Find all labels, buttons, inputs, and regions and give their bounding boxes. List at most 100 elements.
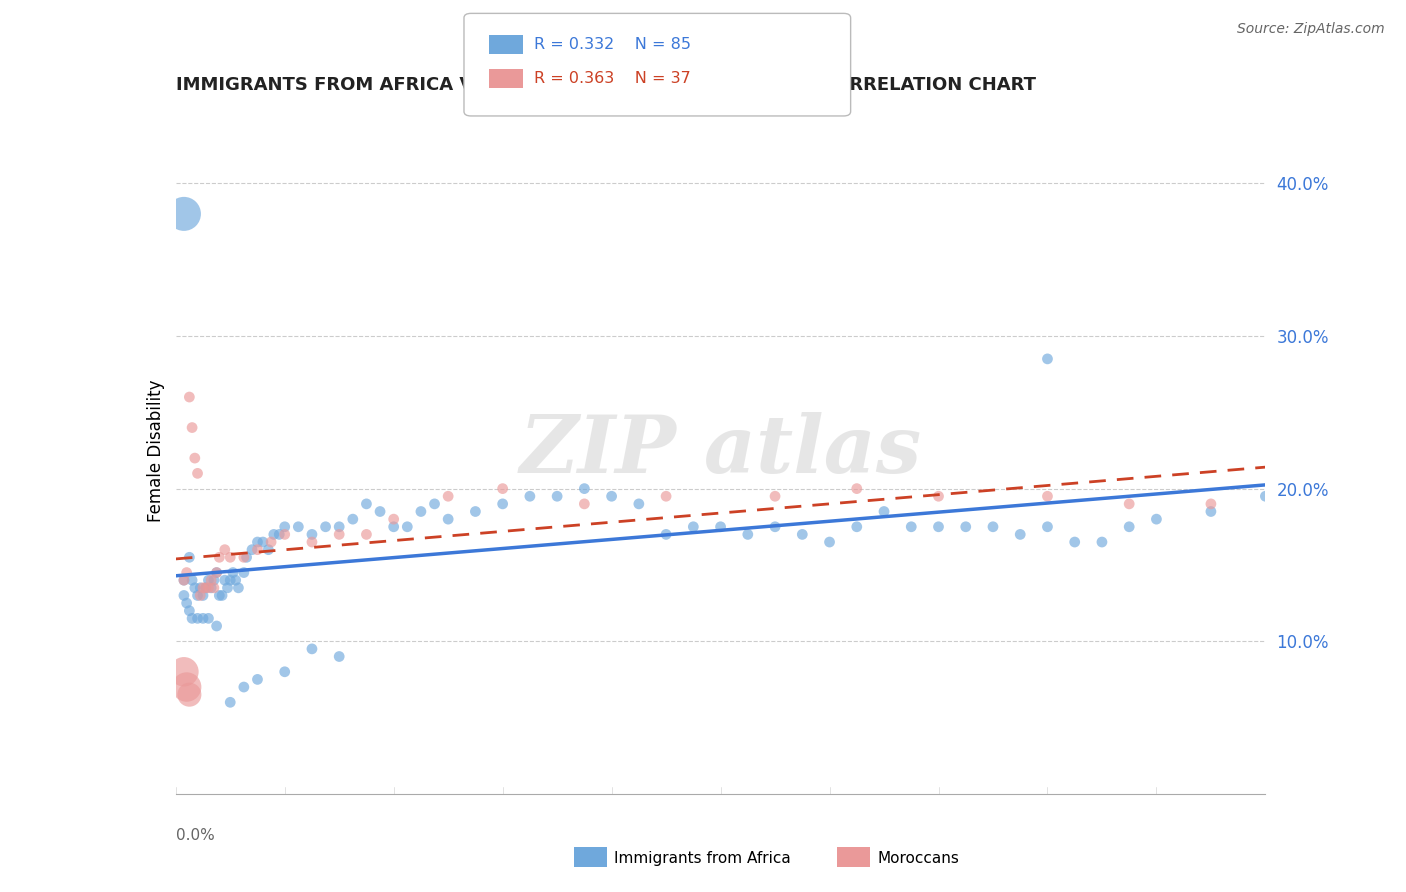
Point — [235, 550, 257, 565]
Point — [194, 581, 217, 595]
Point — [382, 520, 405, 534]
Point — [763, 520, 786, 534]
Point — [1254, 489, 1277, 503]
Point — [328, 527, 350, 541]
Point — [179, 604, 201, 618]
Point — [179, 550, 201, 565]
Point — [1118, 497, 1140, 511]
Point — [274, 665, 297, 679]
Point — [179, 390, 201, 404]
Point — [211, 589, 233, 603]
Text: Moroccans: Moroccans — [877, 851, 959, 865]
Point — [197, 581, 219, 595]
Point — [845, 482, 868, 496]
Point — [464, 504, 486, 518]
Point — [186, 611, 209, 625]
Point — [301, 535, 323, 549]
Point — [260, 535, 283, 549]
Point — [205, 566, 228, 580]
Point — [315, 520, 337, 534]
Point — [232, 680, 254, 694]
Point — [301, 641, 323, 656]
Point — [655, 527, 678, 541]
Point — [232, 550, 254, 565]
Point — [191, 581, 214, 595]
Point — [301, 527, 323, 541]
Text: R = 0.363    N = 37: R = 0.363 N = 37 — [534, 71, 690, 86]
Point — [240, 542, 263, 557]
Point — [492, 497, 515, 511]
Point — [181, 573, 204, 587]
Point — [191, 611, 214, 625]
Point — [655, 489, 678, 503]
Point — [181, 611, 204, 625]
Point — [188, 581, 211, 595]
Point — [188, 589, 211, 603]
Point — [246, 535, 269, 549]
Point — [1063, 535, 1085, 549]
Point — [246, 673, 269, 687]
Point — [197, 573, 219, 587]
Point — [600, 489, 623, 503]
Text: Source: ZipAtlas.com: Source: ZipAtlas.com — [1237, 22, 1385, 37]
Point — [437, 512, 460, 526]
Point — [737, 527, 759, 541]
Point — [252, 535, 274, 549]
Point — [173, 207, 195, 221]
Point — [208, 550, 231, 565]
Point — [328, 649, 350, 664]
Point — [219, 550, 242, 565]
Point — [228, 581, 250, 595]
Point — [173, 589, 195, 603]
Point — [222, 566, 245, 580]
Point — [1199, 497, 1222, 511]
Point — [217, 581, 239, 595]
Point — [205, 566, 228, 580]
Point — [627, 497, 650, 511]
Point — [197, 611, 219, 625]
Point — [219, 573, 242, 587]
Point — [356, 497, 378, 511]
Point — [200, 573, 222, 587]
Point — [546, 489, 568, 503]
Point — [214, 573, 236, 587]
Point — [792, 527, 814, 541]
Point — [763, 489, 786, 503]
Point — [382, 512, 405, 526]
Point — [202, 581, 225, 595]
Point — [186, 467, 209, 481]
Point — [176, 566, 198, 580]
Point — [574, 482, 596, 496]
Point — [181, 420, 204, 434]
Point — [1036, 351, 1059, 366]
Point — [1036, 489, 1059, 503]
Point — [202, 573, 225, 587]
Point — [263, 527, 285, 541]
Point — [981, 520, 1004, 534]
Point — [437, 489, 460, 503]
Point — [356, 527, 378, 541]
Point — [176, 680, 198, 694]
Point — [519, 489, 541, 503]
Point — [409, 504, 432, 518]
Point — [179, 688, 201, 702]
Point — [184, 451, 207, 466]
Point — [184, 581, 207, 595]
Point — [928, 520, 950, 534]
Point — [342, 512, 364, 526]
Point — [274, 527, 297, 541]
Point — [873, 504, 896, 518]
Point — [1199, 504, 1222, 518]
Point — [269, 527, 291, 541]
Point — [574, 497, 596, 511]
Point — [955, 520, 977, 534]
Point — [818, 535, 841, 549]
Point — [208, 589, 231, 603]
Point — [191, 589, 214, 603]
Point — [1144, 512, 1167, 526]
Point — [205, 619, 228, 633]
Point — [232, 566, 254, 580]
Point — [396, 520, 419, 534]
Point — [257, 542, 280, 557]
Point — [274, 520, 297, 534]
